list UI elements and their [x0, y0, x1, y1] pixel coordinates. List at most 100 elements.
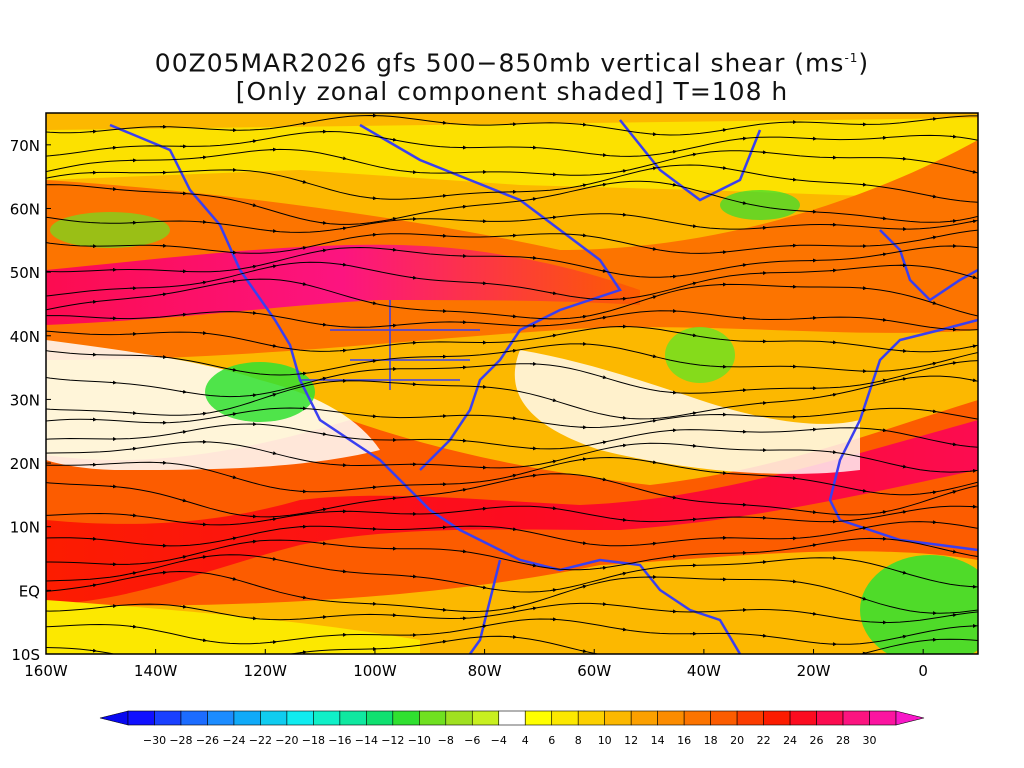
streamline-arrow — [669, 554, 677, 559]
streamline-arrow — [319, 507, 327, 512]
streamline-arrow — [949, 613, 957, 618]
streamline-arrow — [899, 348, 907, 353]
streamline-arrow — [89, 648, 97, 653]
streamline-arrow — [319, 248, 327, 253]
streamline-arrow — [859, 182, 867, 187]
streamline-arrow — [269, 393, 277, 397]
streamline-arrow — [669, 149, 677, 154]
streamline-arrow — [929, 409, 937, 414]
streamline-arrow — [509, 605, 517, 610]
streamline-arrow — [599, 477, 607, 482]
title-line-2: [Only zonal component shaded] T=108 h — [235, 77, 789, 107]
streamline-arrow — [949, 219, 957, 224]
lon-tick-label: 140W — [134, 662, 178, 680]
colorbar-label: 10 — [598, 734, 612, 747]
streamline-arrow — [459, 204, 467, 209]
streamline-arrow — [759, 633, 767, 638]
lat-tick-label: 20N — [10, 455, 40, 473]
colorbar-bin — [869, 710, 897, 726]
streamline-arrow — [269, 640, 277, 645]
streamline-arrow — [299, 595, 307, 600]
streamline-arrow — [619, 415, 627, 420]
streamline-arrow — [899, 377, 907, 382]
streamline-arrow — [689, 443, 697, 448]
streamline-arrow — [299, 650, 307, 654]
streamline-arrow — [879, 252, 887, 257]
streamline-arrow — [579, 649, 587, 653]
streamline-arrow — [319, 220, 327, 225]
colorbar-bin — [419, 710, 447, 726]
streamline-arrow — [899, 156, 907, 161]
streamline-arrow — [199, 331, 207, 336]
streamline-arrow — [459, 549, 467, 554]
streamline-arrow — [339, 262, 347, 267]
streamline-arrow — [249, 616, 257, 621]
streamline-arrow — [89, 583, 97, 588]
streamline-arrow — [929, 194, 937, 199]
streamline-arrow — [689, 517, 697, 522]
streamline-arrow — [549, 333, 557, 338]
streamline-arrow — [969, 219, 977, 224]
coastline-south-america-north — [479, 538, 742, 654]
streamline-arrow — [619, 627, 627, 632]
streamline-arrow — [509, 314, 517, 319]
streamline-arrow — [579, 541, 587, 546]
lon-tick-label: 120W — [244, 662, 288, 680]
streamline-arrow — [369, 414, 377, 419]
streamline-arrow — [299, 179, 307, 184]
streamline-arrow — [529, 606, 537, 611]
streamline-arrow — [389, 217, 397, 221]
streamline-arrow — [229, 536, 237, 541]
streamline-arrow — [509, 634, 517, 639]
streamline-arrow — [109, 604, 117, 609]
streamline-arrow — [549, 506, 557, 511]
streamlines — [46, 113, 978, 654]
streamline-arrow — [109, 145, 117, 150]
lon-tick-label: 40W — [687, 662, 721, 680]
streamline-arrow — [829, 392, 837, 397]
streamline-arrow — [879, 510, 887, 515]
streamline-arrow — [89, 299, 97, 304]
colorbar-bin — [816, 710, 844, 726]
streamline-arrow — [199, 411, 207, 416]
colorbar-label: 24 — [783, 734, 797, 747]
colorbar-label: −28 — [169, 734, 192, 747]
colorbar-bin — [736, 710, 764, 726]
streamline — [46, 245, 978, 278]
streamline-arrow — [109, 484, 117, 489]
streamline-arrow — [129, 571, 137, 576]
streamline-arrow — [109, 187, 117, 192]
map-frame — [45, 112, 979, 655]
colorbar-label: −6 — [464, 734, 480, 747]
colorbar-bins — [99, 710, 925, 726]
streamline-arrow — [969, 468, 977, 473]
colorbar-bin — [286, 710, 314, 726]
colorbar-bin — [524, 710, 553, 726]
streamline-arrow — [719, 128, 727, 133]
streamline-arrow — [179, 555, 187, 560]
streamline-arrow — [549, 215, 557, 220]
streamline-arrow — [319, 431, 327, 436]
streamline-arrow — [369, 232, 377, 237]
lon-tick-label: 60W — [577, 662, 611, 680]
streamline-arrow — [669, 390, 677, 395]
streamline-arrow — [459, 487, 467, 492]
colorbar-label: 8 — [575, 734, 582, 747]
colorbar-label: −12 — [381, 734, 404, 747]
streamline-arrow — [89, 536, 97, 541]
colorbar-label: −18 — [302, 734, 325, 747]
streamline-arrow — [389, 323, 397, 328]
streamline-arrow — [299, 246, 307, 250]
streamline-arrow — [829, 450, 837, 455]
colorbar-label: −26 — [196, 734, 219, 747]
streamline — [46, 602, 978, 624]
streamline-arrow — [389, 137, 397, 142]
streamline-arrow — [269, 264, 277, 269]
streamline-arrow — [929, 300, 937, 305]
streamline-arrow — [669, 182, 677, 187]
colorbar-label: −24 — [222, 734, 245, 747]
streamline-arrow — [879, 378, 887, 383]
streamline-arrow — [159, 355, 167, 360]
